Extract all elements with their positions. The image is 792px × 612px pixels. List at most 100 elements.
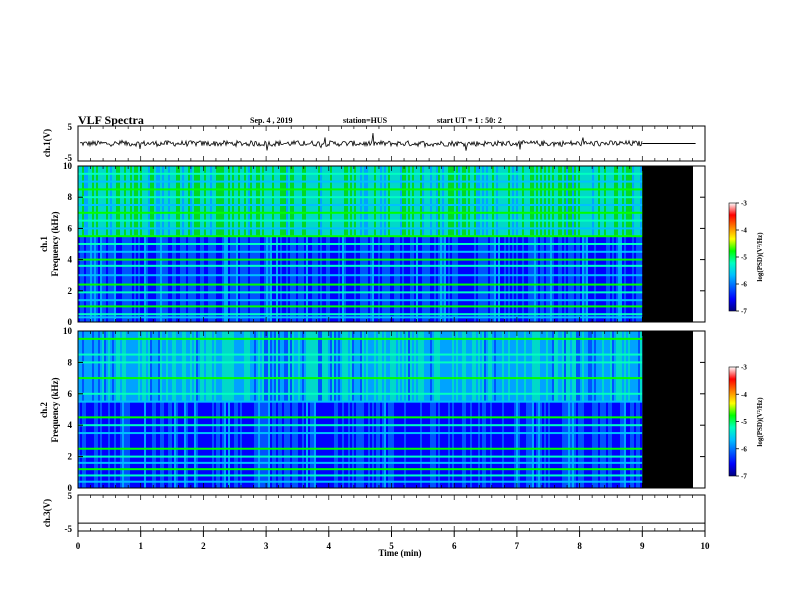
spectrogram-column [190, 401, 192, 488]
spectrogram-column [484, 236, 486, 322]
ch2-colorbar-gradient [728, 366, 737, 477]
spectrogram-column [558, 401, 560, 488]
spectrogram-column [144, 166, 146, 237]
spectrogram-column [606, 166, 608, 237]
spectrogram-column [514, 331, 516, 402]
spectrogram-column [416, 401, 418, 488]
spectrogram-column [492, 166, 494, 237]
spectrogram-column [200, 166, 202, 237]
spectrogram-column [550, 401, 552, 488]
spectrogram-column [226, 166, 228, 237]
spectrogram-column [602, 166, 604, 237]
spectrogram-band [78, 392, 643, 395]
spectrogram-column [244, 401, 246, 488]
spectrogram-column [452, 166, 454, 237]
spectrogram-column [106, 331, 108, 402]
spectrogram-column [492, 236, 494, 322]
spectrogram-band [78, 235, 643, 238]
spectrogram-column [594, 166, 596, 237]
spectrogram-column [466, 166, 468, 237]
spectrogram-column [536, 166, 538, 237]
spectrogram-column [294, 401, 296, 488]
spectrogram-column [476, 331, 478, 402]
spectrogram-column [522, 331, 524, 402]
spectrogram-column [356, 331, 358, 402]
spectrogram-column [368, 401, 370, 488]
spectrogram-column [286, 331, 288, 402]
spectrogram-column [412, 331, 414, 402]
spectrogram-column [516, 331, 518, 402]
spectrogram-column [630, 401, 632, 488]
spectrogram-band [78, 416, 643, 419]
spectrogram-column [362, 236, 364, 322]
spectrogram-column [308, 331, 310, 402]
spectrogram-column [552, 401, 554, 488]
spectrogram-column [186, 236, 188, 322]
x-tick-label: 5 [389, 541, 394, 551]
spectrogram-column [92, 166, 94, 237]
spectrogram-column [272, 331, 274, 402]
spectrogram-band [78, 188, 643, 191]
spectrogram-column [90, 236, 92, 322]
spectrogram-column [134, 331, 136, 402]
spectrogram-column [176, 401, 178, 488]
spectrogram-column [116, 236, 118, 322]
spectrogram-column [384, 401, 386, 488]
spectrogram-column [516, 236, 518, 322]
spectrogram-column [304, 401, 306, 488]
spectrogram-column [564, 236, 566, 322]
spectrogram-column [332, 331, 334, 402]
spectrogram-column [158, 166, 160, 237]
spectrogram-column [190, 166, 192, 237]
spectrogram-column [640, 401, 642, 488]
spectrogram-column [282, 401, 284, 488]
spectrogram-column [98, 166, 100, 237]
spectrogram-column [444, 401, 446, 488]
spectrogram-column [454, 166, 456, 237]
spectrogram-column [460, 236, 462, 322]
spectrogram-column [470, 166, 472, 237]
spectrogram-column [196, 166, 198, 237]
spectrogram-column [272, 401, 274, 488]
spectrogram-column [168, 236, 170, 322]
spectrogram-column [572, 331, 574, 402]
spectrogram-column [156, 401, 158, 488]
spectrogram-column [90, 166, 92, 237]
spectrogram-column [458, 166, 460, 237]
spectrogram-column [88, 331, 90, 402]
spectrogram-column [524, 401, 526, 488]
spectrogram-column [446, 401, 448, 488]
spectrogram-column [406, 166, 408, 237]
colorbar-tick-label: -5 [741, 254, 747, 262]
spectrogram-column [632, 401, 634, 488]
spectrogram-column [94, 331, 96, 402]
spectrogram-column [142, 401, 144, 488]
spectrogram-column [328, 401, 330, 488]
spectrogram-column [442, 331, 444, 402]
spectrogram-column [120, 331, 122, 402]
spectrogram-column [480, 401, 482, 488]
spectrogram-column [298, 331, 300, 402]
spectrogram-column [144, 401, 146, 488]
spectrogram-column [258, 401, 260, 488]
spectrogram-band [78, 196, 643, 199]
spectrogram-column [598, 331, 600, 402]
spectrogram-column [598, 401, 600, 488]
spectrogram-column [526, 401, 528, 488]
spectrogram-column [156, 166, 158, 237]
spectrogram-column [172, 331, 174, 402]
spectrogram-band [78, 316, 643, 319]
spectrogram-column [204, 401, 206, 488]
spectrogram-column [508, 236, 510, 322]
spectrogram-column [112, 236, 114, 322]
ch3-ylabel: ch.3(V) [42, 499, 52, 527]
spectrogram-column [98, 401, 100, 488]
spectrogram-column [366, 401, 368, 488]
spectrogram-column [534, 401, 536, 488]
spectrogram-column [138, 166, 140, 237]
spectrogram-column [590, 166, 592, 237]
spectrogram-column [202, 331, 204, 402]
spectrogram-column [618, 331, 620, 402]
spectrogram-column [252, 236, 254, 322]
